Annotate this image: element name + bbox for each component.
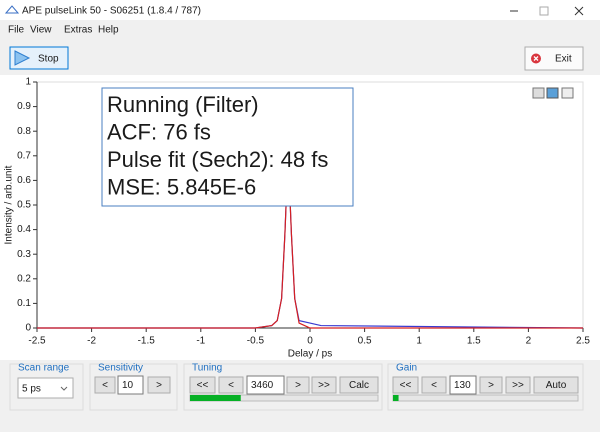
y-tick-label: 0 <box>25 323 31 334</box>
control-button[interactable] <box>94 376 116 394</box>
control-button[interactable] <box>421 376 447 394</box>
x-tick-label: -1.5 <box>138 336 156 347</box>
control-button-label: > <box>295 380 301 391</box>
control-button-label: > <box>156 380 162 391</box>
x-tick-label: 1.5 <box>467 336 481 347</box>
x-tick-label: 2 <box>526 336 532 347</box>
value-field[interactable] <box>117 375 144 395</box>
x-tick-label: -2.5 <box>28 336 46 347</box>
control-button[interactable] <box>218 376 244 394</box>
scan-range-value: 5 ps <box>22 384 41 395</box>
x-tick-label: 0.5 <box>358 336 372 347</box>
value-text: 10 <box>122 380 134 391</box>
control-button[interactable] <box>533 376 579 394</box>
dropdown-arrow <box>60 386 68 391</box>
y-tick-label: 0.9 <box>17 101 31 112</box>
y-tick-label: 0.8 <box>17 126 31 137</box>
y-tick-label: 0.1 <box>17 298 31 309</box>
y-axis-label: Intensity / arb.unit <box>4 165 15 244</box>
value-text: 130 <box>454 380 471 391</box>
y-tick-label: 0.3 <box>17 249 31 260</box>
group-label: Sensitivity <box>98 363 143 374</box>
exit-button[interactable] <box>524 46 584 71</box>
x-tick-label: -2 <box>87 336 96 347</box>
y-tick-label: 0.7 <box>17 150 31 161</box>
info-line: Pulse fit (Sech2): 48 fs <box>107 147 328 172</box>
progress-fill <box>393 395 399 401</box>
control-button[interactable] <box>392 376 419 394</box>
control-button[interactable] <box>505 376 531 394</box>
menu-item[interactable]: File <box>8 25 25 36</box>
control-button-label: Auto <box>546 380 567 391</box>
y-tick-label: 0.5 <box>17 200 31 211</box>
exit-icon-cross <box>533 56 539 61</box>
control-button[interactable] <box>147 376 171 394</box>
control-button-label: < <box>102 380 108 391</box>
scan-range-select[interactable] <box>17 377 74 399</box>
info-line: ACF: 76 fs <box>107 119 211 144</box>
y-tick-label: 1 <box>25 77 31 88</box>
control-button-label: Calc <box>349 380 369 391</box>
x-tick-label: -0.5 <box>247 336 265 347</box>
maximize-button[interactable] <box>539 6 549 16</box>
control-button-label: < <box>431 380 437 391</box>
stop-icon <box>14 50 31 66</box>
plot-toolbar <box>532 87 574 99</box>
progress-track <box>392 394 579 402</box>
progress-fill <box>190 395 241 401</box>
value-field[interactable] <box>449 375 477 395</box>
menu-item[interactable]: Help <box>98 25 119 36</box>
y-tick-label: 0.6 <box>17 175 31 186</box>
group-label: Gain <box>396 363 417 374</box>
control-button-label: < <box>228 380 234 391</box>
close-button[interactable] <box>574 6 584 16</box>
group-label: Scan range <box>18 363 70 374</box>
control-button[interactable] <box>311 376 337 394</box>
control-button[interactable] <box>189 376 216 394</box>
exit-label: Exit <box>555 54 572 65</box>
control-button-label: > <box>488 380 494 391</box>
control-button-label: << <box>197 380 209 391</box>
control-button[interactable] <box>479 376 503 394</box>
title-bar <box>0 0 600 20</box>
group-label: Tuning <box>192 363 222 374</box>
stop-button[interactable] <box>9 46 69 70</box>
zoom-tool[interactable] <box>546 87 559 99</box>
y-tick-label: 0.4 <box>17 224 31 235</box>
x-tick-label: 0 <box>307 336 313 347</box>
pan-tool[interactable] <box>532 87 545 99</box>
hand-tool[interactable] <box>561 87 574 99</box>
info-text: Running (Filter)ACF: 76 fs Pulse fit (Sec… <box>107 92 328 200</box>
control-button[interactable] <box>339 376 379 394</box>
control-button-label: << <box>400 380 412 391</box>
value-field[interactable] <box>246 375 285 395</box>
stop-label: Stop <box>38 54 59 65</box>
info-line: Running (Filter) <box>107 92 259 117</box>
value-text: 3460 <box>251 380 274 391</box>
x-axis-label: Delay / ps <box>288 349 332 360</box>
info-box <box>101 87 354 207</box>
app-icon <box>4 5 20 14</box>
info-line: MSE: 5.845E-6 <box>107 174 256 199</box>
window-title: APE pulseLink 50 - S06251 (1.8.4 / 787) <box>22 6 201 17</box>
y-tick-label: 0.2 <box>17 273 31 284</box>
x-tick-label: 1 <box>416 336 422 347</box>
x-tick-label: -1 <box>196 336 205 347</box>
control-button-label: >> <box>318 380 330 391</box>
menu-item[interactable]: View <box>30 25 52 36</box>
control-button[interactable] <box>286 376 310 394</box>
x-tick-label: 2.5 <box>576 336 590 347</box>
menu-item[interactable]: Extras <box>64 25 92 36</box>
control-button-label: >> <box>512 380 524 391</box>
